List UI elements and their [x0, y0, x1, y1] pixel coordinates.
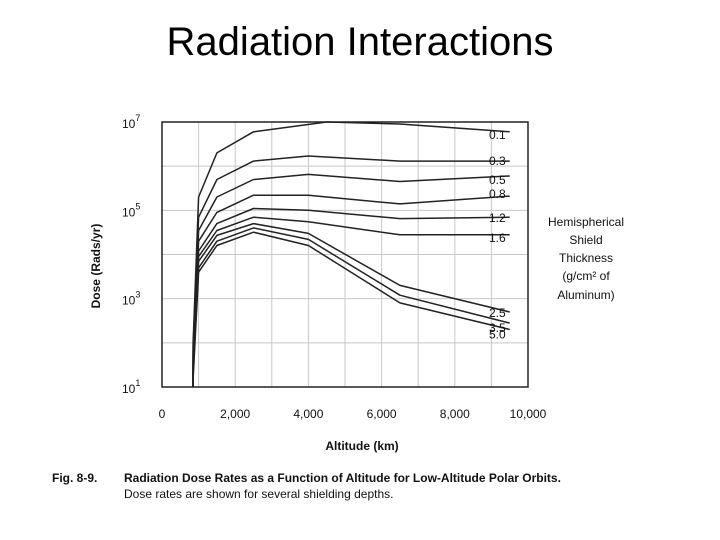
- y-tick-label: 103: [122, 290, 140, 308]
- series-label-3-5: 3.5: [489, 321, 506, 335]
- x-tick-label: 6,000: [367, 407, 397, 421]
- x-tick-label: 4,000: [293, 407, 323, 421]
- series-label-2-5: 2.5: [489, 306, 506, 320]
- note-line-3: Thickness: [559, 251, 613, 265]
- note-line-2: Shield: [569, 233, 602, 247]
- chart-grid: [162, 122, 528, 387]
- y-tick-label: 101: [122, 378, 140, 396]
- y-tick-labels: 101 103 105 107: [122, 113, 140, 396]
- note-line-1: Hemispherical: [548, 215, 624, 229]
- series-line-2-5: [192, 222, 510, 387]
- series-label-1-6: 1.6: [489, 231, 506, 245]
- figure-label: Fig. 8-9.: [52, 471, 97, 485]
- series-layer: [192, 121, 510, 387]
- y-tick-label: 105: [122, 201, 140, 219]
- series-label-5-0: 5.0: [489, 328, 506, 342]
- shield-thickness-note: Hemispherical Shield Thickness (g/cm² of…: [548, 215, 624, 302]
- note-line-4: (g/cm² of: [562, 269, 610, 283]
- series-line-5-0: [192, 231, 510, 387]
- series-labels: 0.1 0.3 0.50.8 1.2 1.6 2.53.55.0: [489, 128, 506, 342]
- x-axis-title: Altitude (km): [325, 439, 398, 453]
- y-tick-label: 107: [122, 113, 140, 131]
- series-line-1-6: [192, 216, 510, 387]
- x-tick-label: 0: [159, 407, 166, 421]
- x-tick-labels: 0 2,000 4,000 6,000 8,000 10,000: [159, 407, 547, 421]
- x-tick-label: 10,000: [510, 407, 547, 421]
- series-label-1-2: 1.2: [489, 211, 506, 225]
- series-label-0-5: 0.5: [489, 173, 506, 187]
- x-tick-label: 8,000: [440, 407, 470, 421]
- x-tick-label: 2,000: [220, 407, 250, 421]
- note-line-5: Aluminum): [557, 288, 614, 302]
- y-axis-title: Dose (Rads/yr): [89, 224, 103, 309]
- figure-caption-subtitle: Dose rates are shown for several shieldi…: [124, 487, 393, 501]
- series-line-3-5: [192, 227, 510, 387]
- figure-caption-title: Radiation Dose Rates as a Function of Al…: [124, 471, 561, 485]
- series-line-0-8: [192, 194, 510, 387]
- series-label-0-3: 0.3: [489, 154, 506, 168]
- series-line-0-3: [192, 155, 510, 387]
- series-label-0-1: 0.1: [489, 128, 506, 142]
- slide-title: Radiation Interactions: [166, 20, 554, 64]
- series-label-0-8: 0.8: [489, 187, 506, 201]
- series-line-0-5: [192, 173, 510, 387]
